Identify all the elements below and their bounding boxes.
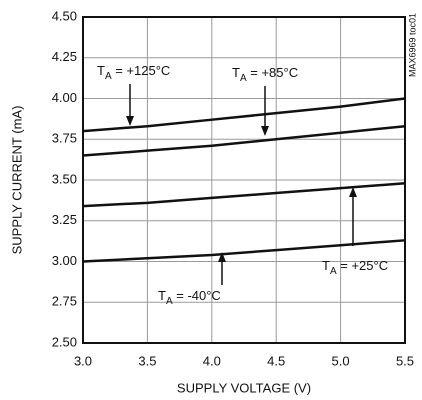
x-tick-label: 4.5 xyxy=(267,353,285,368)
x-axis-label: SUPPLY VOLTAGE (V) xyxy=(177,380,311,395)
x-tick-label: 5.5 xyxy=(396,353,414,368)
series-annotation: TA = -40°C xyxy=(158,288,221,306)
series-line xyxy=(82,239,406,263)
arrow-head xyxy=(218,252,226,262)
y-tick-label: 4.00 xyxy=(52,90,77,105)
side-note: MAX6969 toc01 xyxy=(407,13,417,77)
x-tick-label: 4.0 xyxy=(203,353,221,368)
arrow-head xyxy=(126,116,134,126)
y-tick-label: 3.50 xyxy=(52,171,77,186)
x-tick-label: 5.0 xyxy=(332,353,350,368)
series-line xyxy=(82,124,406,157)
series-annotation: TA = +125°C xyxy=(97,63,170,81)
series-line xyxy=(82,182,406,208)
y-tick-label: 3.25 xyxy=(52,212,77,227)
y-tick-label: 4.25 xyxy=(52,49,77,64)
arrow-head xyxy=(261,126,269,136)
y-tick-label: 4.50 xyxy=(52,8,77,23)
y-tick-label: 3.75 xyxy=(52,131,77,146)
x-tick-label: 3.5 xyxy=(138,353,156,368)
plot-border xyxy=(82,16,406,344)
series-annotation: TA = +85°C xyxy=(232,65,298,83)
y-tick-label: 2.50 xyxy=(52,334,77,349)
x-tick-label: 3.0 xyxy=(74,353,92,368)
y-axis-label: SUPPLY CURRENT (mA) xyxy=(9,106,24,255)
series-line xyxy=(82,97,406,133)
series-annotation: TA = +25°C xyxy=(322,258,388,276)
arrow-head xyxy=(349,187,357,197)
y-tick-label: 2.75 xyxy=(52,294,77,309)
y-tick-label: 3.00 xyxy=(52,253,77,268)
